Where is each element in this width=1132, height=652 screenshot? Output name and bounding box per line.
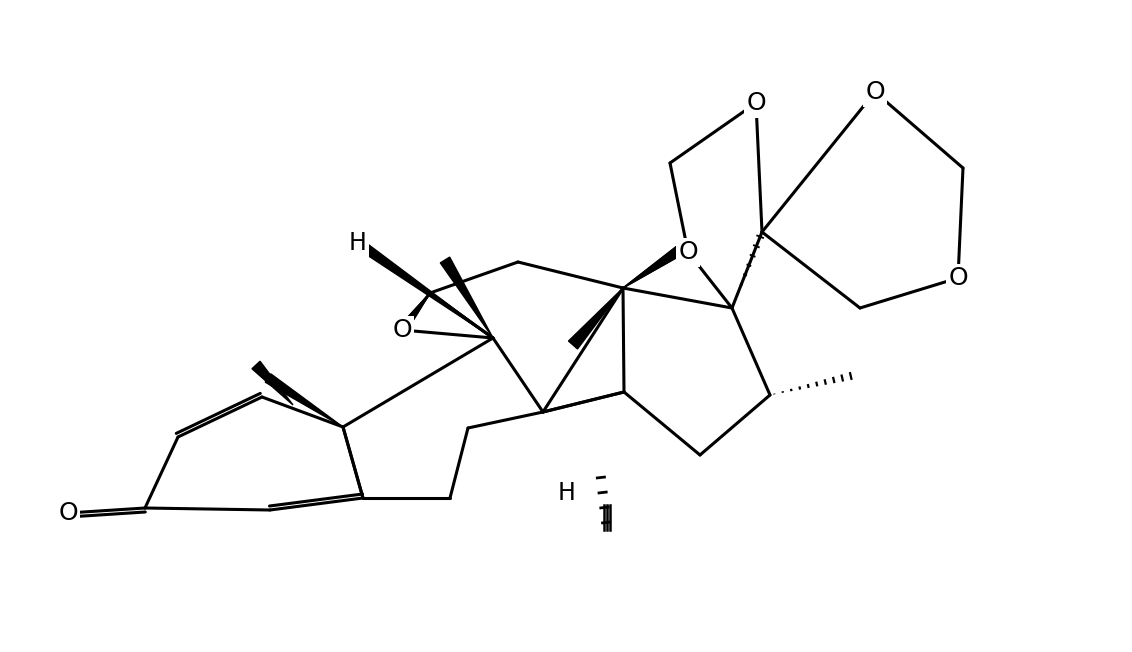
Polygon shape — [623, 246, 683, 288]
Polygon shape — [265, 374, 343, 427]
Text: H: H — [558, 481, 576, 505]
Polygon shape — [398, 293, 430, 333]
Polygon shape — [355, 239, 494, 338]
Text: O: O — [949, 266, 968, 290]
Polygon shape — [398, 293, 430, 333]
Text: O: O — [746, 91, 766, 115]
Text: O: O — [392, 318, 412, 342]
Text: O: O — [58, 501, 78, 525]
Text: O: O — [678, 240, 697, 264]
Polygon shape — [440, 257, 494, 338]
Text: H: H — [349, 231, 367, 255]
Polygon shape — [623, 246, 683, 288]
Polygon shape — [252, 361, 293, 405]
Text: O: O — [865, 80, 885, 104]
Polygon shape — [568, 288, 623, 349]
